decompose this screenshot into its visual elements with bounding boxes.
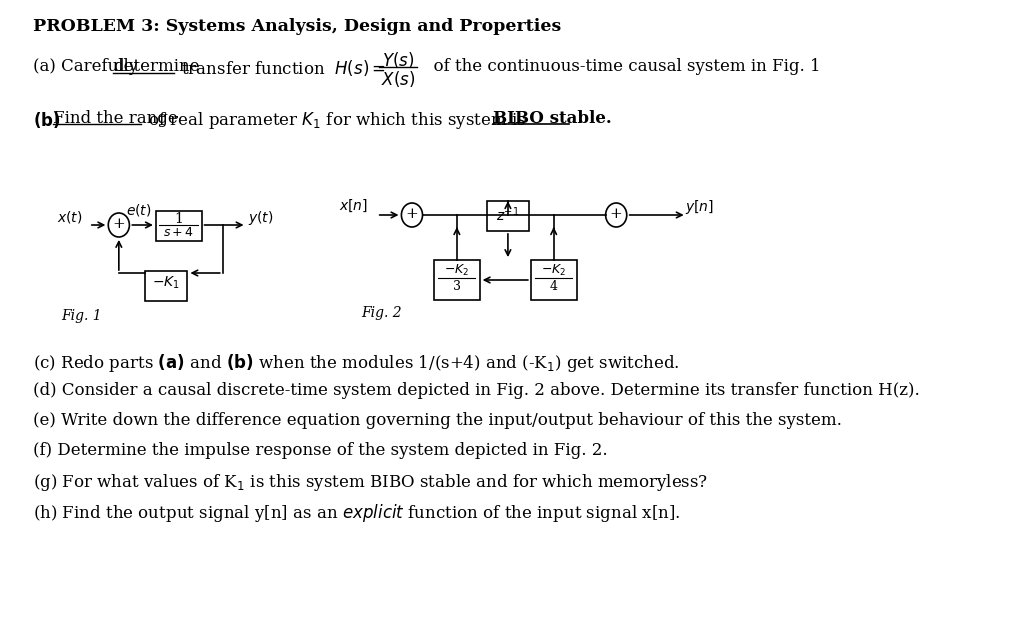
Text: 3: 3 — [453, 280, 461, 293]
Text: $Y(s)$: $Y(s)$ — [382, 50, 414, 70]
Text: +: + — [406, 207, 419, 221]
Text: $s+4$: $s+4$ — [163, 226, 195, 239]
Text: $e(t)$: $e(t)$ — [126, 202, 152, 218]
Bar — [156, 211, 202, 241]
Text: PROBLEM 3: Systems Analysis, Design and Properties: PROBLEM 3: Systems Analysis, Design and … — [34, 18, 562, 35]
Circle shape — [605, 203, 627, 227]
Bar — [145, 271, 187, 301]
Bar — [486, 201, 529, 231]
Text: $y[n]$: $y[n]$ — [685, 198, 714, 216]
Text: $z^{-1}$: $z^{-1}$ — [497, 205, 519, 223]
Text: (f) Determine the impulse response of the system depicted in Fig. 2.: (f) Determine the impulse response of th… — [34, 442, 608, 459]
Text: BIBO stable.: BIBO stable. — [493, 110, 611, 127]
Text: 1: 1 — [174, 212, 183, 226]
Text: $x[n]$: $x[n]$ — [339, 198, 368, 214]
Text: $-K_2$: $-K_2$ — [444, 263, 469, 278]
Text: determine: determine — [113, 58, 200, 75]
Bar — [530, 260, 577, 300]
Text: $-K_2$: $-K_2$ — [541, 263, 566, 278]
Text: 4: 4 — [550, 280, 558, 293]
Circle shape — [401, 203, 423, 227]
Text: (h) Find the output signal y[n] as an $\it{explicit}$ function of the input sign: (h) Find the output signal y[n] as an $\… — [34, 502, 681, 524]
Text: $y(t)$: $y(t)$ — [248, 209, 273, 227]
Circle shape — [109, 213, 129, 237]
Text: Find the range: Find the range — [53, 110, 177, 127]
Bar — [434, 260, 480, 300]
Text: of the continuous-time causal system in Fig. 1: of the continuous-time causal system in … — [423, 58, 820, 75]
Text: $X(s)$: $X(s)$ — [381, 69, 415, 89]
Text: $x(t)$: $x(t)$ — [57, 209, 83, 225]
Text: (d) Consider a causal discrete-time system depicted in Fig. 2 above. Determine i: (d) Consider a causal discrete-time syst… — [34, 382, 921, 399]
Text: (g) For what values of K$_1$ is this system BIBO stable and for which memoryless: (g) For what values of K$_1$ is this sys… — [34, 472, 709, 493]
Text: +: + — [113, 217, 125, 231]
Text: (a) Carefully: (a) Carefully — [34, 58, 143, 75]
Text: (c) Redo parts $\mathbf{(a)}$ and $\mathbf{(b)}$ when the modules 1/(s+4) and (-: (c) Redo parts $\mathbf{(a)}$ and $\math… — [34, 352, 680, 374]
Text: transfer function  $H(s)=$: transfer function $H(s)=$ — [176, 58, 386, 78]
Text: Fig. 2: Fig. 2 — [360, 306, 401, 320]
Text: $-K_1$: $-K_1$ — [153, 275, 180, 291]
Text: (e) Write down the difference equation governing the input/output behaviour of t: (e) Write down the difference equation g… — [34, 412, 843, 429]
Text: +: + — [610, 207, 623, 221]
Text: Fig. 1: Fig. 1 — [61, 309, 102, 323]
Text: of real parameter $K_1$ for which this system is: of real parameter $K_1$ for which this s… — [142, 110, 526, 131]
Text: $\mathbf{(b)}$: $\mathbf{(b)}$ — [34, 110, 61, 130]
